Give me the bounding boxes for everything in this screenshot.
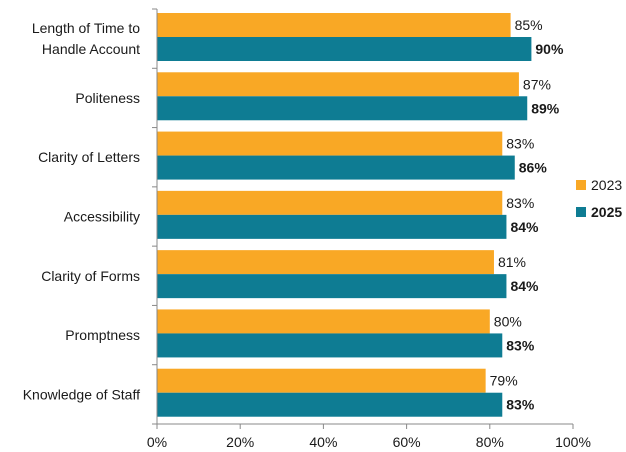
x-tick-label: 40% xyxy=(309,434,337,450)
bar-2023-2 xyxy=(157,131,503,156)
category-label-1: Politeness xyxy=(75,90,140,106)
bar-2023-0 xyxy=(157,13,511,37)
legend-label-2025: 2025 xyxy=(591,204,622,220)
value-label-2025-2: 86% xyxy=(519,160,548,176)
value-label-2025-1: 89% xyxy=(531,100,560,116)
category-label-4: Clarity of Forms xyxy=(41,268,140,284)
value-label-2023-1: 87% xyxy=(523,76,551,92)
category-label-line: Politeness xyxy=(75,90,140,106)
category-label-6: Knowledge of Staff xyxy=(23,386,140,402)
bar-2023-4 xyxy=(157,250,494,275)
category-label-line: Clarity of Letters xyxy=(38,149,140,165)
bar-2025-4 xyxy=(157,274,507,299)
legend-swatch-2025 xyxy=(576,207,586,217)
bar-2025-2 xyxy=(157,155,515,180)
value-label-2023-5: 80% xyxy=(494,313,522,329)
x-tick-label: 0% xyxy=(147,434,167,450)
category-label-5: Promptness xyxy=(65,327,140,343)
bar-2025-1 xyxy=(157,96,528,121)
x-axis: 0% 20% 40% 60% 80% 100% xyxy=(147,423,591,450)
bar-2023-6 xyxy=(157,368,486,393)
value-label-2025-6: 83% xyxy=(506,397,535,413)
category-labels-group: Length of Time to Handle Account Politenes… xyxy=(23,20,140,402)
x-tick-label: 100% xyxy=(555,434,591,450)
x-tick-label: 60% xyxy=(393,434,421,450)
y-axis xyxy=(152,8,158,425)
value-label-2023-0: 85% xyxy=(515,17,543,33)
category-label-line: Clarity of Forms xyxy=(41,268,140,284)
value-label-2025-3: 84% xyxy=(510,219,539,235)
bar-2023-5 xyxy=(157,309,490,334)
bar-2025-3 xyxy=(157,214,507,239)
category-label-line: Accessibility xyxy=(64,209,140,225)
bar-2023-3 xyxy=(157,190,503,215)
value-label-2025-5: 83% xyxy=(506,337,535,353)
category-label-line: Handle Account xyxy=(42,41,140,57)
value-label-2023-2: 83% xyxy=(506,136,534,152)
category-label-line: Knowledge of Staff xyxy=(23,386,140,402)
value-label-2023-4: 81% xyxy=(498,254,526,270)
x-tick-label: 20% xyxy=(226,434,254,450)
value-label-2023-6: 79% xyxy=(490,373,518,389)
value-label-2025-4: 84% xyxy=(510,278,539,294)
value-label-2025-0: 90% xyxy=(535,41,564,57)
legend-swatch-2023 xyxy=(576,180,586,190)
value-labels-group: 85% 90% 87% 89% 83% 86% 83% 84% 81% 84% 80% 83% 79% 8… xyxy=(490,17,564,413)
bar-2025-5 xyxy=(157,333,503,358)
legend: 2023 2025 xyxy=(576,177,622,220)
x-tick-label: 80% xyxy=(476,434,504,450)
category-label-2: Clarity of Letters xyxy=(38,149,140,165)
bar-2025-6 xyxy=(157,392,503,417)
bars-group xyxy=(157,13,532,417)
value-label-2023-3: 83% xyxy=(506,195,534,211)
bar-2025-0 xyxy=(157,37,532,61)
category-label-line: Promptness xyxy=(65,327,140,343)
legend-label-2023: 2023 xyxy=(591,177,622,193)
category-label-3: Accessibility xyxy=(64,209,140,225)
category-label-0: Length of Time to Handle Account xyxy=(32,20,140,57)
bar-2023-1 xyxy=(157,72,519,97)
category-label-line: Length of Time to xyxy=(32,20,140,36)
